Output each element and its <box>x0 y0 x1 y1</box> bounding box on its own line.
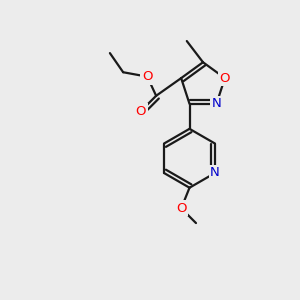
Text: N: N <box>210 167 220 179</box>
Text: O: O <box>176 202 187 215</box>
Text: N: N <box>212 97 221 110</box>
Text: O: O <box>142 70 152 83</box>
Text: O: O <box>220 72 230 85</box>
Text: O: O <box>136 105 146 118</box>
